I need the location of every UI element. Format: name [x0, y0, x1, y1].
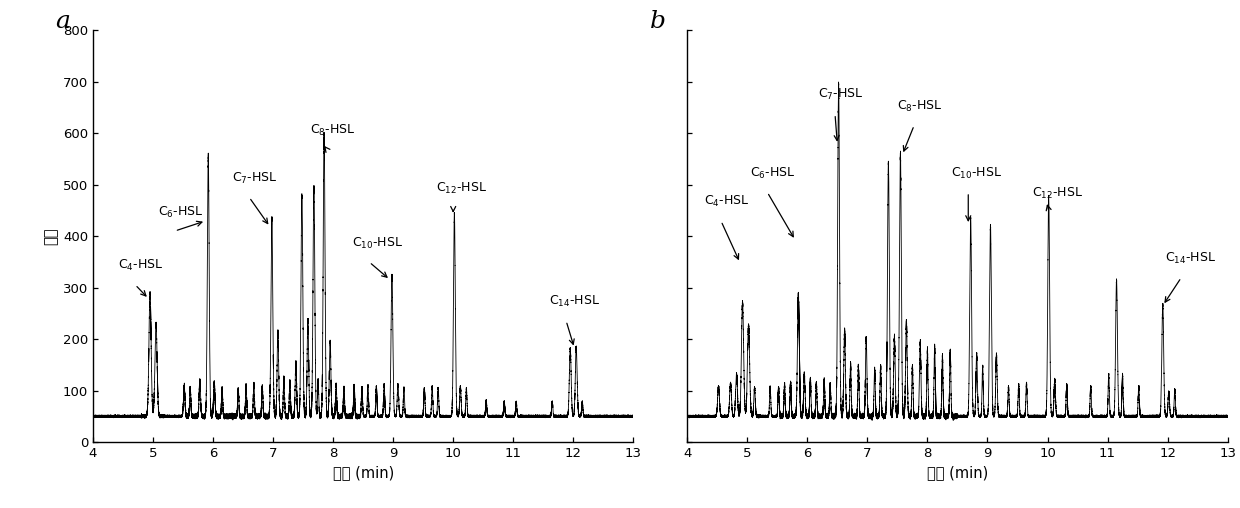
- Text: C$_6$-HSL: C$_6$-HSL: [750, 166, 796, 181]
- X-axis label: 时间 (min): 时间 (min): [332, 465, 394, 481]
- Text: C$_8$-HSL: C$_8$-HSL: [310, 123, 356, 139]
- Text: C$_{10}$-HSL: C$_{10}$-HSL: [352, 236, 403, 250]
- Text: C$_{12}$-HSL: C$_{12}$-HSL: [1033, 186, 1084, 201]
- Y-axis label: 丰度: 丰度: [43, 228, 58, 245]
- Text: C$_6$-HSL: C$_6$-HSL: [157, 205, 203, 220]
- Text: C$_4$-HSL: C$_4$-HSL: [118, 258, 164, 273]
- Text: C$_7$-HSL: C$_7$-HSL: [818, 87, 864, 103]
- Text: a: a: [55, 10, 69, 33]
- Text: C$_8$-HSL: C$_8$-HSL: [898, 99, 942, 114]
- Text: C$_{14}$-HSL: C$_{14}$-HSL: [549, 294, 600, 309]
- Text: C$_{12}$-HSL: C$_{12}$-HSL: [436, 181, 487, 196]
- Text: C$_7$-HSL: C$_7$-HSL: [232, 171, 278, 186]
- Text: b: b: [650, 10, 666, 33]
- Text: C$_{14}$-HSL: C$_{14}$-HSL: [1164, 251, 1215, 266]
- X-axis label: 时间 (min): 时间 (min): [926, 465, 988, 481]
- Text: C$_{10}$-HSL: C$_{10}$-HSL: [951, 166, 1002, 181]
- Text: C$_4$-HSL: C$_4$-HSL: [704, 195, 750, 209]
